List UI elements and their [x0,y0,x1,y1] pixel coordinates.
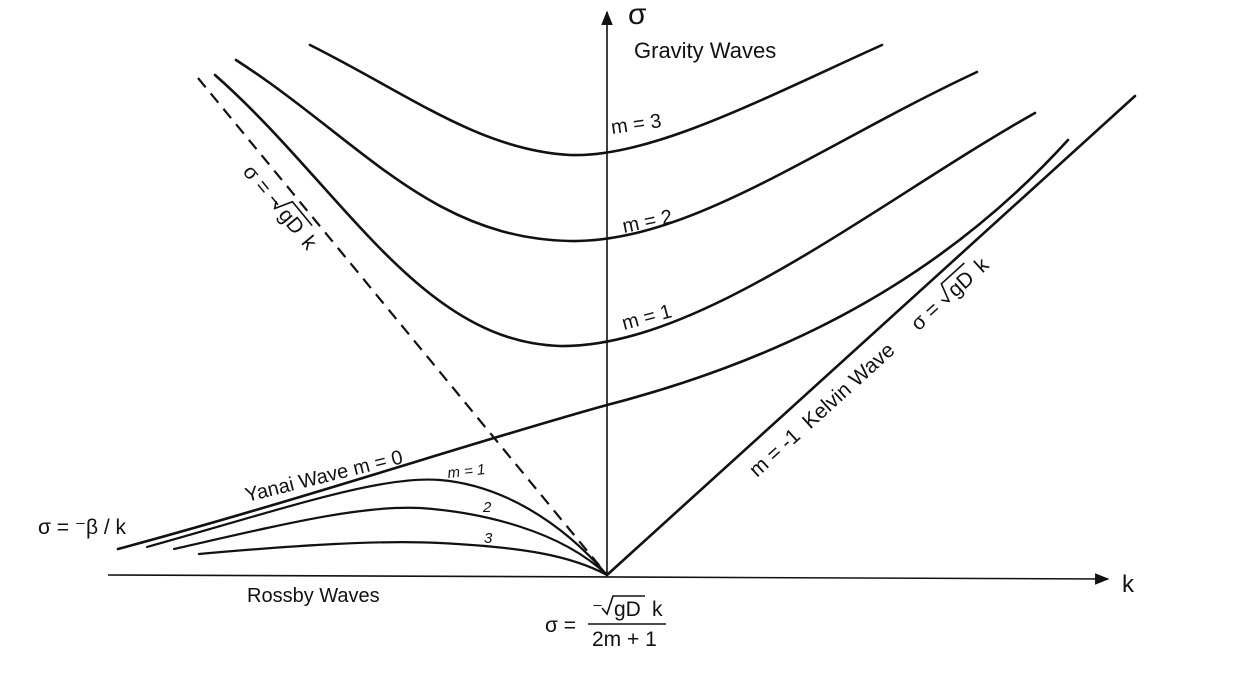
rossby-waves-label: Rossby Waves [247,585,380,607]
gravity-waves-label: Gravity Waves [634,38,776,63]
kelvin-wave-annotation: m = -1 Kelvin Wave σ = gD k [745,253,994,482]
neg-formula-suffix: k [297,232,322,255]
rossby-formula-radicand: gD [614,598,641,621]
kelvin-formula-radicand: gD [943,267,978,302]
rossby-m3-label: 3 [484,530,493,547]
rossby-curve-m2 [172,506,609,577]
neg-formula-prefix: σ = − [238,161,287,214]
gravity-curve-m3 [308,43,884,157]
gravity-m1-label: m = 1 [620,300,675,334]
x-axis [107,573,1110,585]
gravity-curve-m2 [234,58,979,243]
rossby-formula: σ = ⁻ gD k 2m + 1 [545,595,666,651]
rossby-curve-m3 [197,541,609,577]
rossby-formula-prefix: σ = [545,614,576,637]
rossby-sqrt-sign [601,595,645,616]
left-asymptote-label: σ = ⁻β / k [38,516,127,539]
rossby-formula-denominator: 2m + 1 [592,628,657,651]
kelvin-sqrt-sign [940,262,965,303]
rossby-m2-label: 2 [482,499,492,516]
x-axis-label: k [1122,571,1135,598]
gravity-curve-m1 [213,73,1037,348]
kelvin-wave-line [605,94,1137,577]
neg-sqrt-sign [273,200,313,227]
negative-asymptote-line [197,77,608,576]
gravity-m3-label: m = 3 [610,110,663,139]
kelvin-wave-label: m = -1 Kelvin Wave [745,339,900,482]
y-axis-label: σ [628,0,647,31]
kelvin-formula-suffix: k [970,253,994,277]
rossby-formula-minus: ⁻ [592,598,603,621]
kelvin-formula-prefix: σ = [906,297,944,335]
yanai-wave-curve [116,138,1070,551]
rossby-m1-label: m = 1 [447,461,487,482]
gravity-m2-label: m = 2 [620,206,674,238]
neg-formula-radicand: gD [274,204,309,239]
rossby-curve-m1 [145,478,609,577]
rossby-formula-numerator-suffix: k [652,598,663,621]
